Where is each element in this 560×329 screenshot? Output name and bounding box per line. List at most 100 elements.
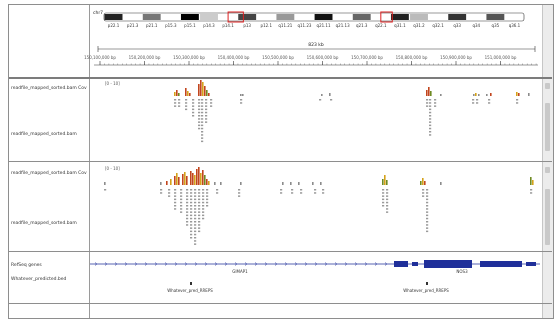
scroll-thumb-coverage-1[interactable]	[545, 83, 550, 89]
alignment-read	[426, 189, 429, 191]
alignment-read	[382, 198, 385, 201]
coverage-bar	[240, 182, 242, 185]
alignment-read	[201, 99, 204, 101]
alignment-read	[319, 99, 322, 101]
alignment-read	[202, 198, 205, 201]
coverage-bar	[182, 174, 184, 185]
coverage-bar	[424, 181, 426, 185]
alignment-read	[201, 105, 204, 107]
cytoband	[314, 14, 333, 20]
alignment-read	[202, 205, 205, 207]
strand-arrow	[264, 262, 268, 266]
alignment-read	[186, 224, 189, 226]
alignment-read	[516, 102, 519, 104]
coverage-bar	[518, 93, 520, 96]
strand-arrow	[254, 262, 258, 266]
alignment-read	[194, 211, 197, 213]
scroll-thumb-coverage-2[interactable]	[545, 167, 550, 173]
strand-arrow	[244, 262, 248, 266]
alignment-read	[198, 124, 201, 127]
coverage-bar	[486, 94, 488, 96]
coverage-bar	[422, 178, 424, 185]
alignment-read	[190, 205, 193, 207]
alignment-read	[434, 99, 437, 101]
cytoband	[352, 14, 371, 20]
alignment-read	[429, 134, 432, 136]
track-name-alignment-2[interactable]: readfile_mapped_sorted.bam	[11, 221, 77, 226]
alignment-read	[382, 205, 385, 207]
cytoband	[123, 14, 142, 20]
cytoband	[276, 14, 295, 20]
coverage-bar	[206, 90, 208, 96]
alignment-read	[382, 195, 385, 197]
coverage-bar	[528, 93, 530, 96]
track-separator-1	[9, 161, 552, 162]
alignment-read	[186, 198, 189, 201]
alignment-read	[194, 208, 197, 210]
coverage-bar	[430, 91, 432, 96]
alignment-read	[185, 99, 188, 101]
strand-arrow	[364, 262, 368, 266]
alignment-read	[198, 214, 201, 217]
track-name-alignment-1[interactable]: readfile_mapped_sorted.bam	[11, 132, 77, 137]
coverage-bar	[170, 179, 172, 185]
alignment-read	[386, 201, 389, 204]
coverage-bar	[187, 91, 189, 96]
scroll-thumb-alignment-1[interactable]	[545, 103, 550, 151]
alignment-read	[206, 205, 209, 207]
alignment-read	[160, 192, 163, 194]
alignment-read	[194, 205, 197, 207]
alignment-read	[429, 124, 432, 127]
coverage-bar	[220, 182, 222, 185]
alignment-read	[198, 205, 201, 207]
track-name-bed-features[interactable]: Whatever_predicted.bed	[11, 277, 67, 282]
alignment-read	[194, 230, 197, 233]
strand-arrow	[184, 262, 188, 266]
alignment-read	[198, 108, 201, 111]
alignment-read	[300, 192, 303, 194]
alignment-read	[192, 115, 195, 117]
alignment-read	[180, 205, 183, 207]
alignment-read	[194, 240, 197, 242]
alignment-read	[174, 192, 177, 194]
cytoband-label: q32.1	[432, 23, 444, 28]
alignment-read	[429, 115, 432, 117]
cytoband-label: p13	[243, 23, 251, 28]
track-name-coverage-2[interactable]: readfile_mapped_sorted.bam Coverage	[11, 171, 87, 176]
alignment-read	[190, 217, 193, 220]
alignment-read	[198, 211, 201, 213]
tracks-canvas[interactable]	[90, 5, 542, 318]
coverage-bar	[312, 182, 314, 185]
strand-arrow	[324, 262, 328, 266]
cytoband	[180, 14, 199, 20]
cytoband-label: q36.1	[508, 23, 521, 28]
track-name-refseq-genes[interactable]: RefSeq genes	[11, 263, 42, 268]
alignment-read	[516, 99, 519, 101]
alignment-read	[198, 230, 201, 233]
gene-exon	[480, 261, 522, 267]
gene-label-gimap1: GIMAP1	[232, 269, 248, 274]
cytoband-label: p15.1	[184, 23, 196, 28]
ruler-tick-label: 150,600,000 bp	[306, 55, 339, 60]
alignment-read	[314, 189, 317, 191]
track-name-coverage-1[interactable]: readfile_mapped_sorted.bam Coverage	[11, 86, 87, 91]
ruler-tick-label: 150,700,000 bp	[351, 55, 383, 60]
coverage-bar	[478, 94, 480, 96]
track-data-panel[interactable]: chr7 p22.1 p21.3 p21.1 p15.3 p15.1 p14.3 p14.1…	[84, 5, 542, 318]
coverage-bar	[174, 176, 176, 185]
alignment-read	[201, 140, 204, 143]
alignment-read	[330, 99, 333, 101]
cytoband-label: q31.1	[394, 23, 406, 28]
ruler-tick-label: 150,200,000 bp	[128, 55, 161, 60]
cytoband-label: q11.23	[297, 23, 312, 28]
alignment-read	[190, 211, 193, 213]
alignment-read	[205, 121, 208, 123]
scroll-thumb-alignment-2[interactable]	[545, 189, 550, 245]
alignment-read	[201, 115, 204, 117]
alignment-read	[198, 217, 201, 220]
alignment-read	[186, 201, 189, 204]
coverage-bar	[198, 167, 200, 185]
alignment-read	[180, 211, 183, 213]
alignment-read	[206, 189, 209, 191]
alignment-read	[201, 127, 204, 130]
